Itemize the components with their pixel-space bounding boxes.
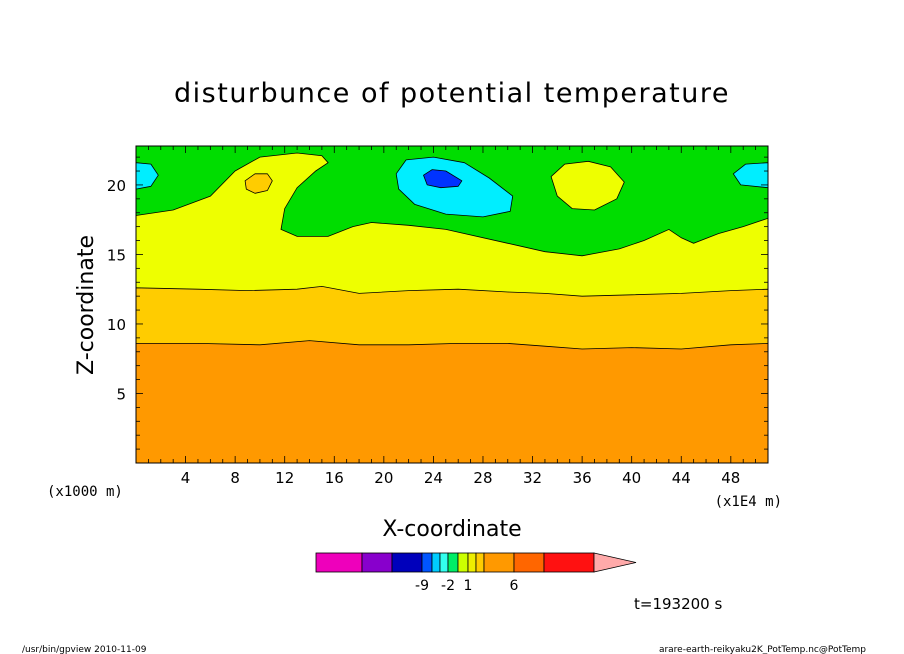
colorbar-segment — [447, 552, 459, 573]
x-tick-label: 44 — [672, 469, 691, 487]
y-axis-label: Z-coordinate — [74, 235, 99, 375]
colorbar-segment — [467, 552, 477, 573]
x-tick-label: 36 — [573, 469, 592, 487]
colorbar-segment — [543, 552, 595, 573]
chart-title: disturbunce of potential temperature — [174, 78, 730, 109]
colorbar-label: 6 — [510, 578, 519, 594]
x-tick-label: 32 — [523, 469, 542, 487]
colorbar-segment — [483, 552, 515, 573]
footer-command: /usr/bin/gpview 2010-11-09 — [22, 645, 147, 654]
x-axis-label: X-coordinate — [382, 517, 521, 542]
y-tick-label: 5 — [116, 385, 126, 403]
colorbar-segment — [421, 552, 433, 573]
colorbar-segment — [457, 552, 469, 573]
colorbar-segment — [361, 552, 393, 573]
colorbar-segment — [431, 552, 441, 573]
colorbar-label: -2 — [441, 578, 455, 594]
x-unit-right: (x1E4 m) — [715, 494, 782, 510]
y-tick-label: 20 — [107, 177, 126, 195]
colorbar-label: -9 — [415, 578, 429, 594]
time-label: t=193200 s — [634, 595, 722, 613]
x-tick-label: 20 — [374, 469, 393, 487]
x-tick-label: 28 — [473, 469, 492, 487]
x-tick-label: 4 — [181, 469, 191, 487]
y-tick-label: 15 — [107, 246, 126, 264]
x-unit-left: (x1000 m) — [47, 484, 123, 500]
colorbar-segment — [315, 552, 363, 573]
region-blue-center — [423, 169, 463, 189]
region-yellow-island-right — [550, 160, 625, 211]
colorbar-segment — [439, 552, 449, 573]
x-tick-label: 40 — [622, 469, 641, 487]
colorbar-segment — [513, 552, 545, 573]
x-tick-label: 48 — [721, 469, 740, 487]
x-tick-label: 12 — [275, 469, 294, 487]
x-tick-label: 8 — [230, 469, 240, 487]
plot-frame — [135, 145, 769, 464]
colorbar-legend: -9 -2 1 6 — [315, 552, 637, 594]
y-tick-label: 10 — [107, 316, 126, 334]
colorbar-segment — [391, 552, 423, 573]
band-orange-bottom — [135, 340, 769, 464]
colorbar-arrow — [593, 552, 637, 573]
x-tick-label: 24 — [424, 469, 443, 487]
x-tick-label: 16 — [325, 469, 344, 487]
colorbar-segment — [475, 552, 485, 573]
footer-source: arare-earth-reikyaku2K_PotTemp.nc@PotTem… — [659, 645, 866, 654]
region-gold-island-left — [244, 173, 273, 194]
plot-area — [135, 146, 769, 464]
colorbar-label: 1 — [464, 578, 473, 594]
